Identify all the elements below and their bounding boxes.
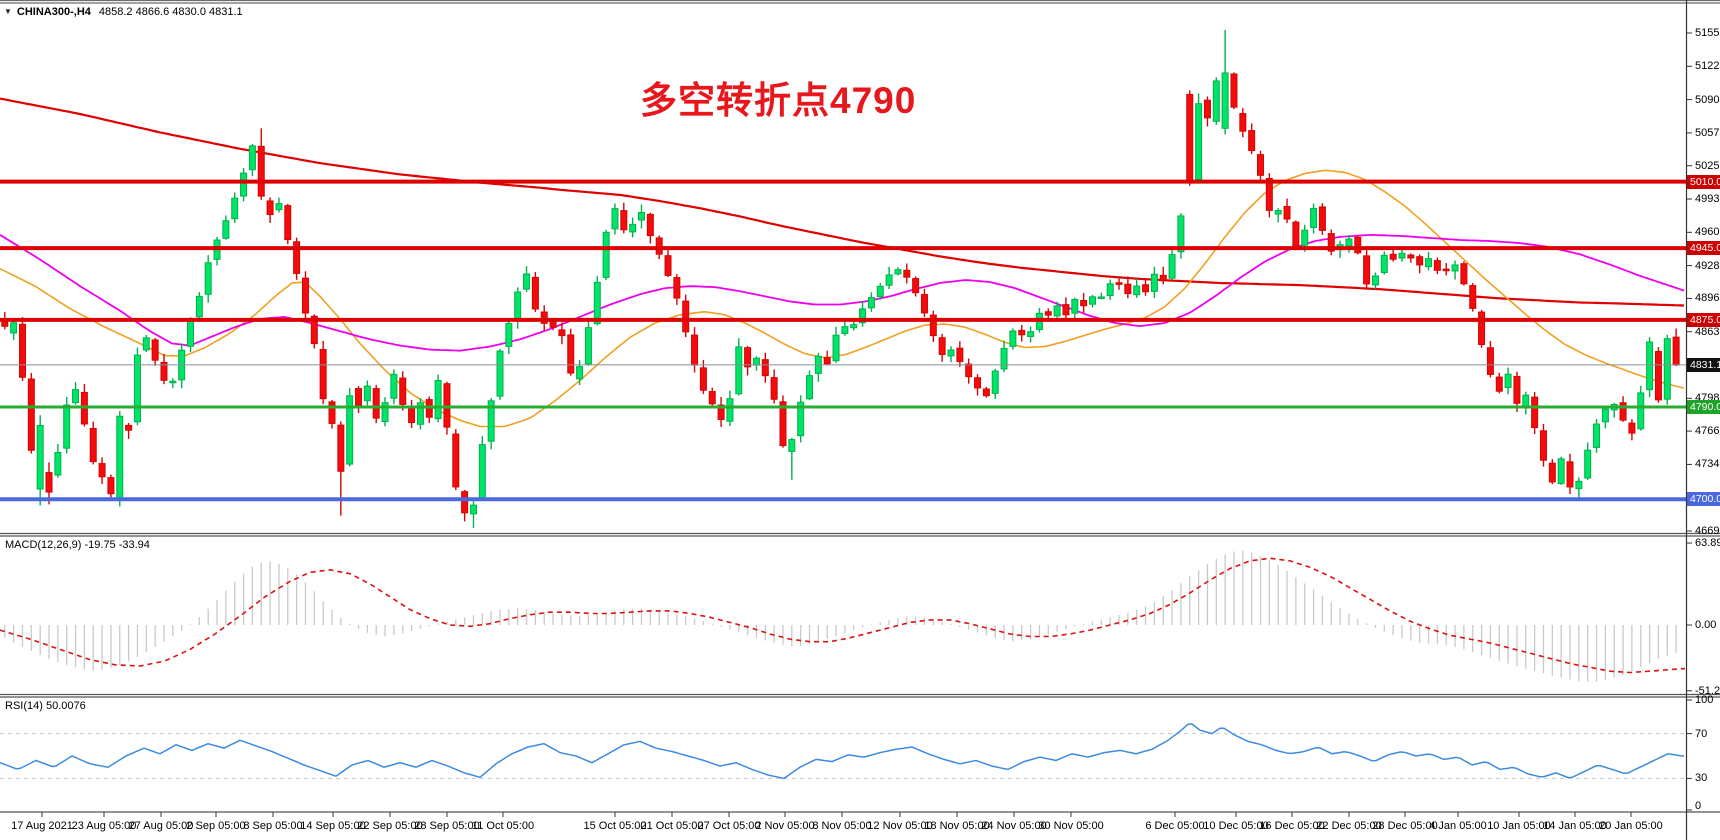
- time-label-10-Jan-05-00: 10 Jan 05:00: [1487, 820, 1551, 832]
- macd-tick-0.00: 0.00: [1695, 619, 1717, 631]
- price-tick-4896.0: 4896.0: [1695, 292, 1720, 305]
- current-price-badge: 4831.1: [1687, 357, 1720, 372]
- time-label-10-Dec-05-00: 10 Dec 05:00: [1203, 820, 1269, 832]
- time-label-22-Sep-05-00: 22 Sep 05:00: [357, 820, 423, 832]
- chart-title-bar: ▼ CHINA300-,H4 4858.2 4866.6 4830.0 4831.1: [4, 6, 243, 18]
- time-label-27-Oct-05-00: 27 Oct 05:00: [697, 820, 761, 832]
- price-badge-4875.0: 4875.0: [1687, 312, 1720, 327]
- rsi-tick-30: 30: [1695, 772, 1708, 785]
- time-label-30-Nov-05-00: 30 Nov 05:00: [1038, 820, 1104, 832]
- time-label-28-Sep-05-00: 28 Sep 05:00: [414, 820, 480, 832]
- price-tick-5122.5: 5122.5: [1695, 60, 1720, 73]
- price-badge-5010.0: 5010.0: [1687, 174, 1720, 189]
- price-badge-4700.0: 4700.0: [1687, 492, 1720, 507]
- symbol-dropdown-icon[interactable]: ▼: [4, 7, 12, 16]
- symbol-timeframe-label: CHINA300-,H4: [16, 6, 91, 18]
- time-label-20-Jan-05-00: 20 Jan 05:00: [1599, 820, 1663, 832]
- chart-annotation-text: 多空转折点4790: [640, 80, 917, 121]
- time-label-16-Dec-05-00: 16 Dec 05:00: [1259, 820, 1325, 832]
- time-label-18-Nov-05-00: 18 Nov 05:00: [924, 820, 990, 832]
- time-label-6-Dec-05-00: 6 Dec 05:00: [1145, 820, 1205, 832]
- price-badge-4790.0: 4790.0: [1687, 400, 1720, 414]
- time-label-14-Sep-05-00: 14 Sep 05:00: [300, 820, 366, 832]
- time-label-24-Nov-05-00: 24 Nov 05:00: [981, 820, 1047, 832]
- rsi-panel: [0, 723, 1686, 780]
- rsi-tick-100: 100: [1695, 694, 1714, 706]
- price-tick-5057.5: 5057.5: [1695, 126, 1720, 139]
- time-label-11-Oct-05-00: 11 Oct 05:00: [471, 820, 535, 832]
- time-label-23-Aug-05-00: 23 Aug 05:00: [71, 820, 137, 832]
- rsi-tick-0: 0: [1695, 800, 1702, 812]
- time-label-17-Aug-2021: 17 Aug 2021: [11, 820, 73, 832]
- price-tick-5090.0: 5090.0: [1695, 93, 1720, 106]
- price-tick-5155.0: 5155.0: [1695, 27, 1720, 39]
- time-label-2-Nov-05-00: 2 Nov 05:00: [755, 820, 815, 832]
- time-label-22-Dec-05-00: 22 Dec 05:00: [1316, 820, 1382, 832]
- time-label-4-Jan-05-00: 4 Jan 05:00: [1429, 820, 1487, 832]
- rsi-indicator-label: RSI(14) 50.0076: [5, 700, 86, 712]
- price-tick-4928.0: 4928.0: [1695, 259, 1720, 272]
- time-label-21-Oct-05-00: 21 Oct 05:00: [640, 820, 704, 832]
- macd-name: MACD(12,26,9): [5, 539, 82, 551]
- rsi-tick-70: 70: [1695, 727, 1708, 740]
- macd-tick-63.89: 63.89: [1695, 537, 1720, 550]
- candles-layer: [1, 29, 1680, 528]
- time-label-15-Oct-05-00: 15 Oct 05:00: [583, 820, 647, 832]
- macd-panel: [0, 550, 1686, 682]
- rsi-value: 50.0076: [45, 700, 86, 712]
- time-label-2-Sep-05-00: 2 Sep 05:00: [186, 820, 246, 832]
- hlines-layer: [0, 179, 1686, 502]
- price-tick-4863.5: 4863.5: [1695, 325, 1720, 338]
- macd-tick--51.26: -51.26: [1695, 684, 1720, 697]
- time-label-8-Sep-05-00: 8 Sep 05:00: [243, 820, 303, 832]
- price-tick-5025.5: 5025.5: [1695, 159, 1720, 172]
- rsi-name: RSI(14): [5, 700, 43, 712]
- macd-indicator-label: MACD(12,26,9) -19.75 -33.94: [5, 539, 150, 551]
- price-badge-4945.0: 4945.0: [1687, 241, 1720, 256]
- moving-averages-layer: [0, 97, 1685, 428]
- time-label-28-Dec-05-00: 28 Dec 05:00: [1372, 820, 1438, 832]
- time-label-27-Aug-05-00: 27 Aug 05:00: [128, 820, 194, 832]
- time-label-8-Nov-05-00: 8 Nov 05:00: [812, 820, 872, 832]
- price-tick-4993.0: 4993.0: [1695, 193, 1720, 205]
- time-label-14-Jan-05-00: 14 Jan 05:00: [1543, 820, 1607, 832]
- price-tick-4669.0: 4669.0: [1695, 525, 1720, 537]
- price-tick-4734.0: 4734.0: [1695, 458, 1720, 471]
- price-tick-4766.5: 4766.5: [1695, 425, 1720, 438]
- macd-values: -19.75 -33.94: [84, 539, 150, 551]
- time-label-12-Nov-05-00: 12 Nov 05:00: [867, 820, 933, 832]
- ohlc-values: 4858.2 4866.6 4830.0 4831.1: [98, 6, 243, 18]
- price-tick-4960.5: 4960.5: [1695, 226, 1720, 239]
